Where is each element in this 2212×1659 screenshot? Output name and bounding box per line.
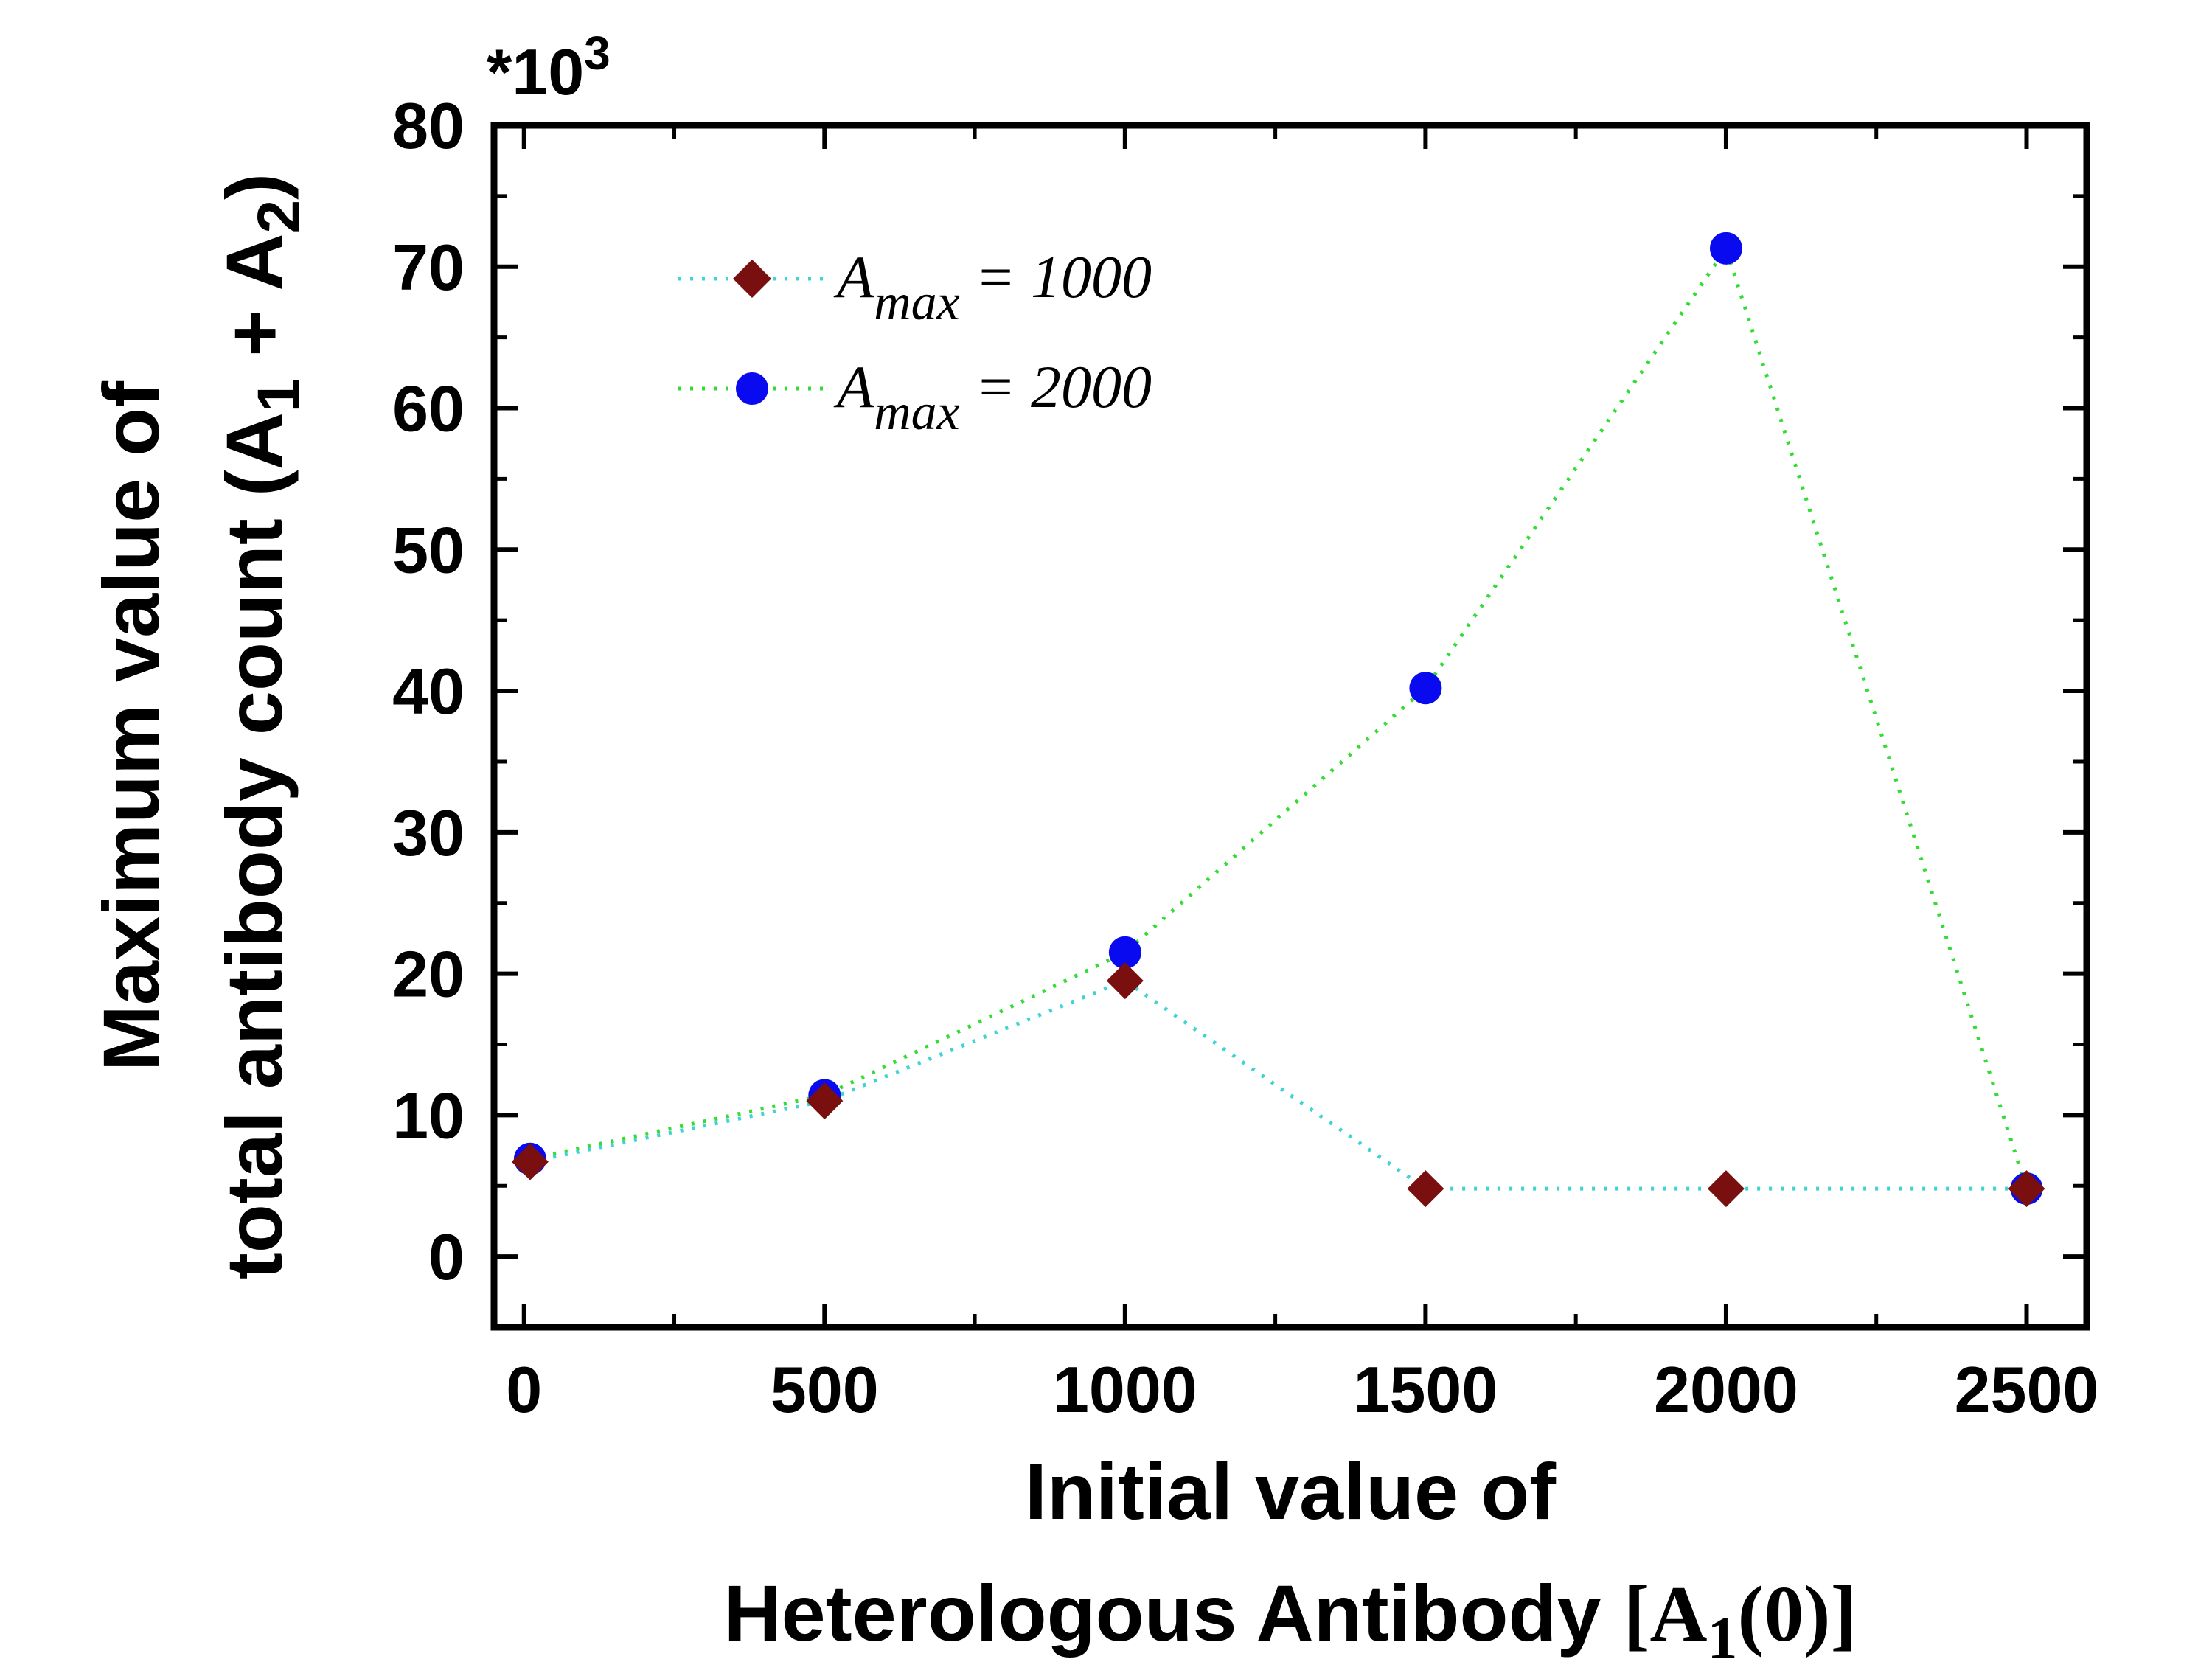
data-point-diamond bbox=[1707, 1170, 1745, 1208]
y-tick-label: 50 bbox=[392, 513, 465, 586]
x-axis-ticks: 0 500 1000 1500 2000 2500 bbox=[506, 125, 2098, 1426]
legend-marker-circle bbox=[736, 372, 768, 405]
legend-label-series-1: Amax = 1000 bbox=[833, 243, 1152, 331]
x-tick-label: 500 bbox=[771, 1353, 879, 1426]
legend-marker-diamond bbox=[733, 260, 771, 298]
x-tick-label: 2000 bbox=[1654, 1353, 1798, 1426]
legend: Amax = 1000 Amax = 2000 bbox=[678, 243, 1152, 441]
data-point-diamond bbox=[1106, 962, 1144, 1000]
y-axis-title-line1: Maximum value of bbox=[86, 380, 175, 1071]
data-point-diamond bbox=[806, 1082, 844, 1120]
y-multiplier: *103 bbox=[487, 27, 611, 108]
y-axis-title-line2: total antibody count (A1 + A2) bbox=[209, 173, 313, 1279]
x-tick-label: 0 bbox=[506, 1353, 542, 1426]
y-tick-label: 30 bbox=[392, 796, 465, 869]
y-tick-label: 70 bbox=[392, 231, 465, 304]
y-tick-label: 60 bbox=[392, 372, 465, 445]
legend-label-series-2: Amax = 2000 bbox=[833, 353, 1152, 441]
y-tick-label: 40 bbox=[392, 655, 465, 728]
plot-frame bbox=[490, 122, 2090, 1331]
series-line-1 bbox=[529, 978, 2027, 1191]
data-point-diamond bbox=[2008, 1170, 2045, 1208]
x-axis-title-line2: Heterologous Antibody [A1(0)] bbox=[724, 1568, 1857, 1659]
y-tick-label: 10 bbox=[392, 1079, 465, 1152]
x-tick-label: 1000 bbox=[1053, 1353, 1197, 1426]
x-axis-title-line1: Initial value of bbox=[1025, 1447, 1557, 1536]
y-tick-label: 0 bbox=[428, 1220, 465, 1293]
x-tick-label: 2500 bbox=[1955, 1353, 2099, 1426]
series-layer bbox=[511, 232, 2045, 1208]
data-point-circle bbox=[1108, 936, 1141, 969]
data-point-diamond bbox=[1407, 1170, 1444, 1208]
x-tick-label: 1500 bbox=[1354, 1353, 1498, 1426]
data-point-circle bbox=[1709, 232, 1742, 265]
data-point-circle bbox=[1409, 672, 1442, 705]
y-tick-label: 20 bbox=[392, 938, 465, 1011]
y-tick-label: 80 bbox=[392, 89, 465, 162]
y-axis-ticks: 0 10 20 30 40 50 60 70 80 bbox=[392, 89, 2087, 1293]
data-point-diamond bbox=[511, 1143, 549, 1180]
